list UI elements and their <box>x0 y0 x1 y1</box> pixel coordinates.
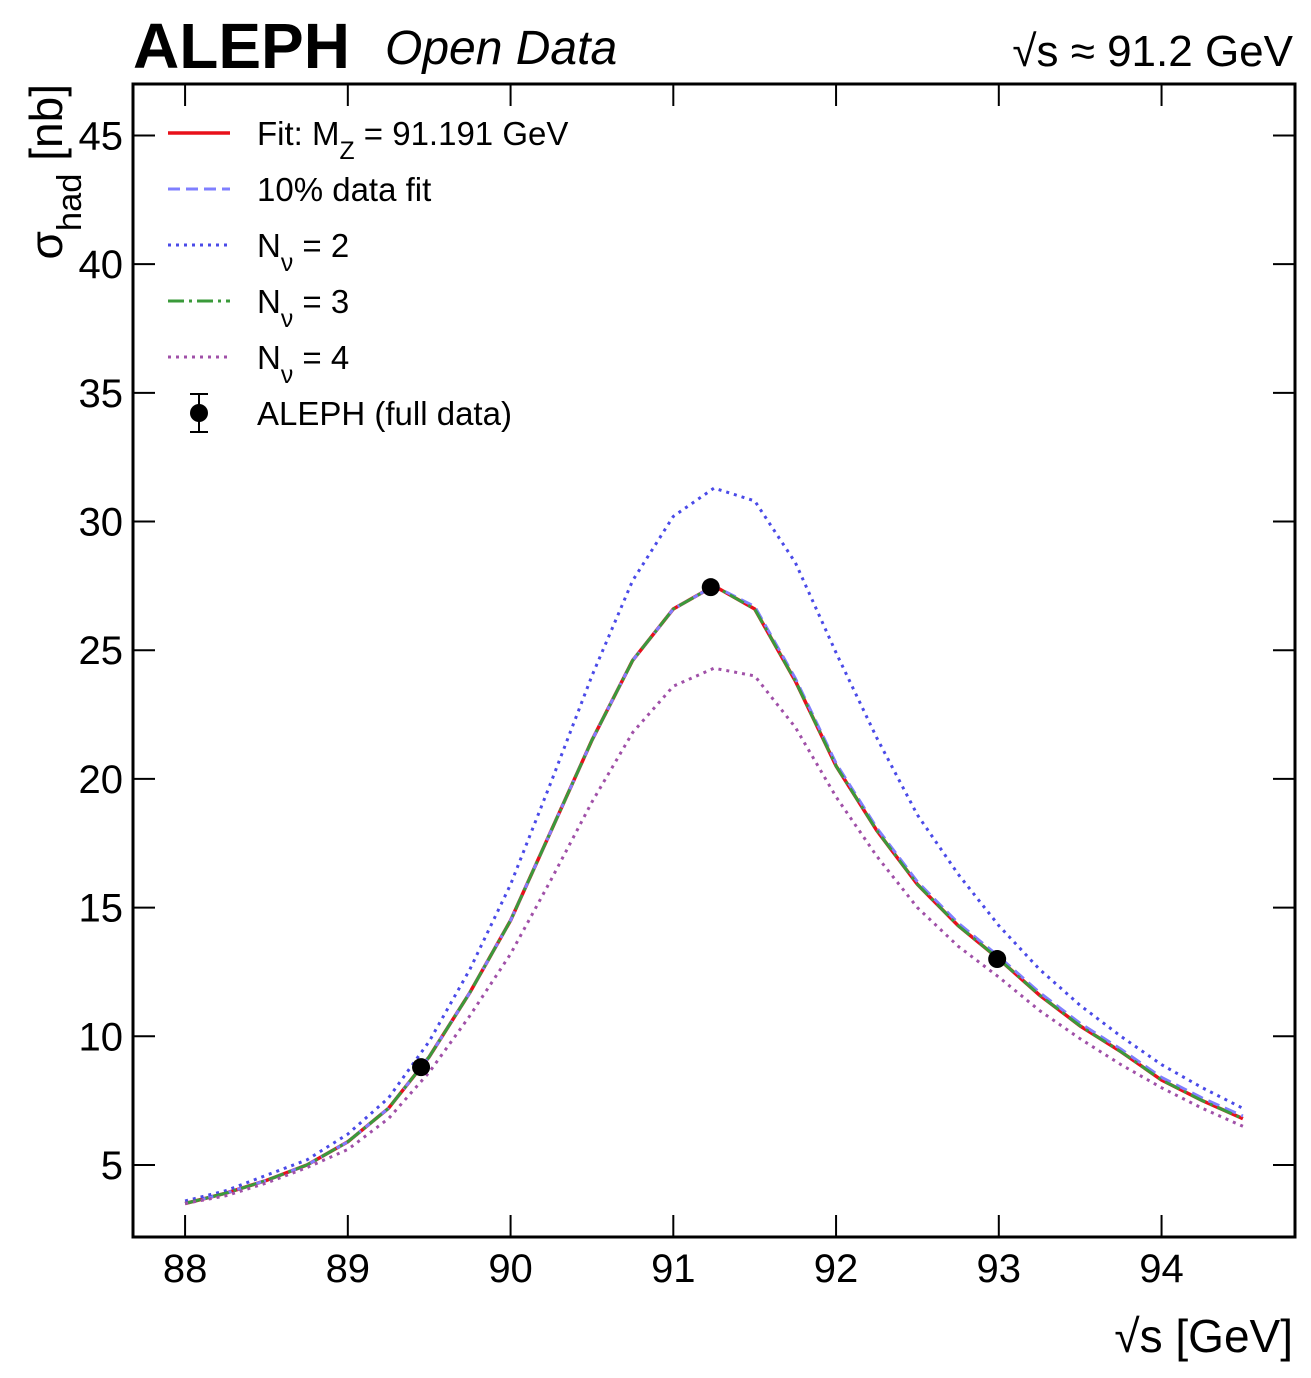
legend-label: Nν = 4 <box>257 339 349 389</box>
x-tick-label: 88 <box>163 1247 208 1291</box>
data-point <box>701 578 720 597</box>
legend-label: Fit: MZ = 91.191 GeV <box>257 115 568 165</box>
x-axis-label: √s [GeV] <box>1114 1310 1293 1362</box>
y-tick-label: 20 <box>79 758 124 802</box>
y-tick-label: 35 <box>79 372 124 416</box>
curve <box>184 584 1244 1205</box>
y-tick-label: 15 <box>79 887 124 931</box>
x-tick-label: 92 <box>814 1247 859 1291</box>
x-tick-label: 91 <box>651 1247 696 1291</box>
y-tick-label: 25 <box>79 629 124 673</box>
energy-label: √s ≈ 91.2 GeV <box>1012 27 1293 76</box>
curve <box>184 666 1244 1205</box>
y-axis-label: σhad [nb] <box>20 84 89 259</box>
y-tick-label: 5 <box>101 1144 123 1188</box>
curve <box>184 486 1244 1203</box>
brand: ALEPH <box>133 10 350 82</box>
legend-marker <box>190 404 208 422</box>
y-tick-label: 30 <box>79 501 124 545</box>
y-tick-label: 10 <box>79 1015 124 1059</box>
legend-label: ALEPH (full data) <box>257 395 512 432</box>
subtitle: Open Data <box>385 22 617 75</box>
y-tick-label: 45 <box>79 114 124 158</box>
legend-label: Nν = 2 <box>257 227 349 277</box>
y-tick-label: 40 <box>79 243 124 287</box>
data-point <box>988 950 1007 969</box>
x-tick-label: 90 <box>488 1247 533 1291</box>
data-point <box>412 1058 431 1077</box>
curve <box>184 584 1244 1205</box>
curve <box>184 583 1244 1206</box>
x-tick-label: 94 <box>1139 1247 1184 1291</box>
legend-label: 10% data fit <box>257 171 431 208</box>
legend-label: Nν = 3 <box>257 283 349 333</box>
x-tick-label: 89 <box>326 1247 371 1291</box>
x-tick-label: 93 <box>977 1247 1022 1291</box>
plot-frame <box>131 82 1297 1239</box>
